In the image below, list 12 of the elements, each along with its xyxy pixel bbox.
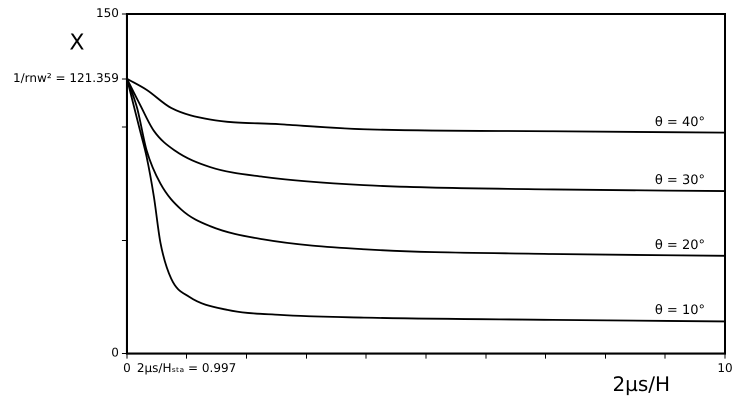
series-label: θ = 20° (654, 238, 705, 253)
x-tick-label: 0 (123, 360, 131, 375)
y-tick-label: 0 (111, 346, 119, 360)
series-label: θ = 30° (654, 173, 705, 188)
x-tick-label: 10 (717, 360, 733, 375)
series-label: θ = 40° (654, 114, 705, 130)
x-tick-label: 2μs/Hₛₜₐ = 0.997 (136, 360, 236, 375)
y-axis-title: X (69, 30, 84, 56)
y-tick-label: 1/rnw² = 121.359 (13, 70, 119, 85)
y-tick-label: 150 (96, 6, 119, 20)
series-label: θ = 10° (654, 303, 705, 318)
x-axis-title: 2μs/H (612, 372, 670, 396)
